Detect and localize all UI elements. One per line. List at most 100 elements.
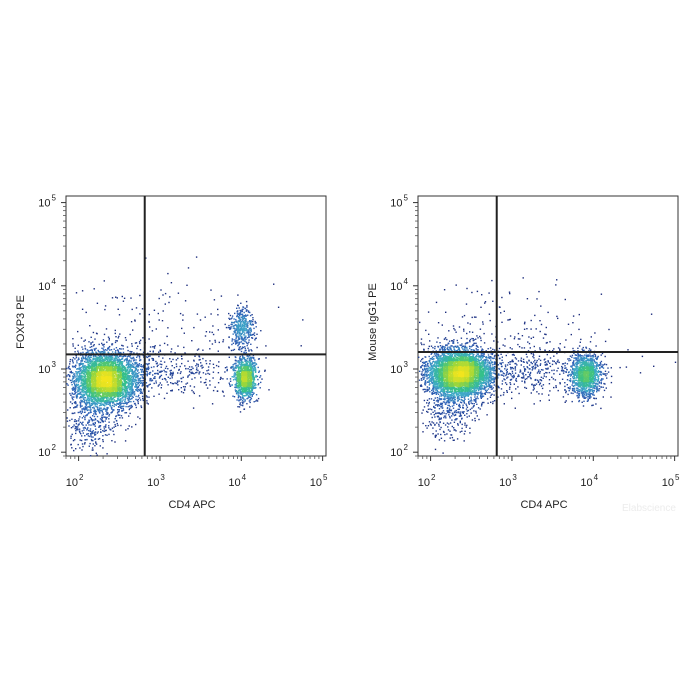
event-dot xyxy=(123,297,126,299)
event-dot xyxy=(233,318,235,320)
event-dot xyxy=(251,394,253,396)
event-dot xyxy=(182,319,184,321)
event-dot xyxy=(76,376,78,378)
event-dot xyxy=(73,365,75,368)
event-dot xyxy=(254,367,257,369)
event-dot xyxy=(235,360,237,362)
event-dot xyxy=(154,345,156,347)
event-dot xyxy=(236,374,239,376)
event-dot xyxy=(91,419,94,421)
event-dot xyxy=(93,423,96,426)
event-dot xyxy=(98,421,100,424)
event-dot xyxy=(81,435,83,437)
event-dot xyxy=(101,414,103,416)
event-dot xyxy=(92,362,94,365)
event-dot xyxy=(245,392,247,395)
event-dot xyxy=(72,399,74,401)
event-dot xyxy=(240,398,242,400)
event-dot xyxy=(198,395,201,397)
event-dot xyxy=(78,376,80,378)
event-dot xyxy=(81,366,83,368)
event-dot xyxy=(110,400,113,402)
event-dot xyxy=(72,412,74,415)
event-dot xyxy=(259,387,261,389)
event-dot xyxy=(77,378,79,380)
event-dot xyxy=(134,342,137,344)
event-dot xyxy=(87,370,89,372)
event-dot xyxy=(135,406,137,409)
event-dot xyxy=(81,370,84,372)
event-dot xyxy=(143,364,145,366)
event-dot xyxy=(254,337,257,340)
event-dot xyxy=(92,436,94,438)
event-dot xyxy=(224,371,226,373)
event-dot xyxy=(243,390,246,392)
event-dot xyxy=(98,343,100,346)
event-dot xyxy=(254,364,256,366)
event-dot xyxy=(79,401,81,403)
event-dot xyxy=(126,403,128,405)
event-dot xyxy=(119,392,122,395)
event-dot xyxy=(104,430,106,432)
event-dot xyxy=(146,386,149,388)
event-dot xyxy=(81,363,83,365)
event-dot xyxy=(250,390,252,393)
event-dot xyxy=(154,372,156,375)
event-dot xyxy=(141,383,144,385)
event-dot xyxy=(71,433,73,436)
event-dot xyxy=(87,381,89,383)
event-dot xyxy=(246,368,248,370)
event-dot xyxy=(81,408,83,410)
event-dot xyxy=(104,396,107,399)
event-dot xyxy=(137,355,139,357)
event-dot xyxy=(255,394,258,396)
event-dot xyxy=(127,363,129,366)
event-dot xyxy=(69,363,71,365)
event-dot xyxy=(163,342,166,345)
event-dot xyxy=(73,393,75,395)
event-dot xyxy=(178,389,180,391)
event-dot xyxy=(133,371,135,373)
event-dot xyxy=(96,366,99,368)
event-dot xyxy=(102,439,104,441)
event-dot xyxy=(105,364,107,366)
event-dot xyxy=(96,333,98,335)
event-dot xyxy=(236,342,239,344)
event-dot xyxy=(74,401,76,403)
event-dot xyxy=(241,362,243,365)
event-dot xyxy=(91,396,93,398)
event-dot xyxy=(99,407,101,409)
event-dot xyxy=(233,373,235,375)
event-dot xyxy=(243,364,246,367)
event-dot xyxy=(89,362,92,364)
event-dot xyxy=(136,399,139,401)
event-dot xyxy=(254,320,256,323)
event-dot xyxy=(93,348,95,350)
event-dot xyxy=(171,374,174,376)
event-dot xyxy=(108,398,111,400)
event-dot xyxy=(134,382,137,384)
event-dot xyxy=(241,382,243,385)
event-dot xyxy=(106,341,108,343)
event-dot xyxy=(130,387,133,389)
event-dot xyxy=(74,412,76,414)
event-dot xyxy=(101,342,103,345)
event-dot xyxy=(118,363,120,365)
event-dot xyxy=(130,390,132,393)
event-dot xyxy=(111,365,114,368)
event-dot xyxy=(93,401,95,403)
event-dot xyxy=(129,398,132,400)
event-dot xyxy=(147,373,149,375)
event-dot xyxy=(251,337,254,339)
event-dot xyxy=(244,326,246,328)
event-dot xyxy=(236,366,238,369)
event-dot xyxy=(241,358,243,360)
event-dot xyxy=(138,364,140,366)
event-dot xyxy=(242,339,244,341)
event-dot xyxy=(130,321,133,323)
event-dot xyxy=(240,311,242,313)
event-dot xyxy=(87,379,89,382)
event-dot xyxy=(102,344,105,346)
event-dot xyxy=(97,357,99,359)
event-dot xyxy=(94,433,97,436)
